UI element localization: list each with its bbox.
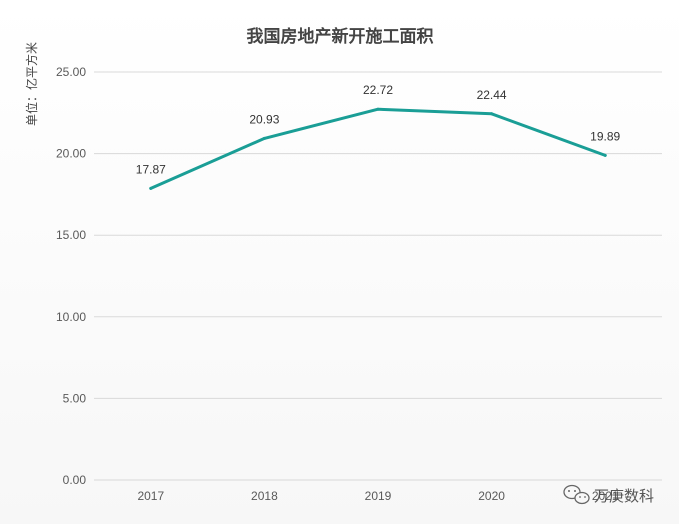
x-tick-label: 2019 bbox=[365, 489, 392, 503]
y-axis-ticks: 0.00 5.00 10.00 15.00 20.00 25.00 bbox=[56, 65, 86, 487]
data-label: 19.89 bbox=[590, 129, 620, 143]
x-tick-label: 2018 bbox=[251, 489, 278, 503]
y-tick-label: 15.00 bbox=[56, 228, 86, 242]
data-label: 20.93 bbox=[249, 112, 279, 126]
data-point bbox=[149, 186, 153, 190]
data-label: 17.87 bbox=[136, 162, 166, 176]
gridlines bbox=[94, 71, 662, 481]
y-tick-label: 0.00 bbox=[63, 473, 87, 487]
data-point bbox=[490, 112, 494, 116]
x-tick-label: 2017 bbox=[137, 489, 164, 503]
x-tick-label: 2021 bbox=[592, 489, 619, 503]
data-point bbox=[376, 107, 380, 111]
y-tick-label: 5.00 bbox=[63, 391, 87, 405]
x-axis-ticks: 2017 2018 2019 2020 2021 bbox=[137, 489, 618, 503]
series-line bbox=[149, 107, 607, 190]
data-point bbox=[262, 136, 266, 140]
y-tick-label: 20.00 bbox=[56, 147, 86, 161]
y-tick-label: 10.00 bbox=[56, 310, 86, 324]
chart-title: 我国房地产新开施工面积 bbox=[247, 26, 434, 46]
series-layer bbox=[149, 107, 607, 190]
data-labels: 17.87 20.93 22.72 22.44 19.89 bbox=[136, 83, 621, 176]
y-axis-label: 单位：亿平方米 bbox=[24, 42, 39, 126]
data-label: 22.72 bbox=[363, 83, 393, 97]
y-tick-label: 25.00 bbox=[56, 65, 86, 79]
data-label: 22.44 bbox=[477, 88, 507, 102]
data-point bbox=[603, 153, 607, 157]
x-tick-label: 2020 bbox=[478, 489, 505, 503]
watermark: 万庚数科 bbox=[563, 484, 654, 505]
wechat-icon bbox=[563, 484, 590, 505]
watermark-text: 万庚数科 bbox=[594, 488, 654, 505]
